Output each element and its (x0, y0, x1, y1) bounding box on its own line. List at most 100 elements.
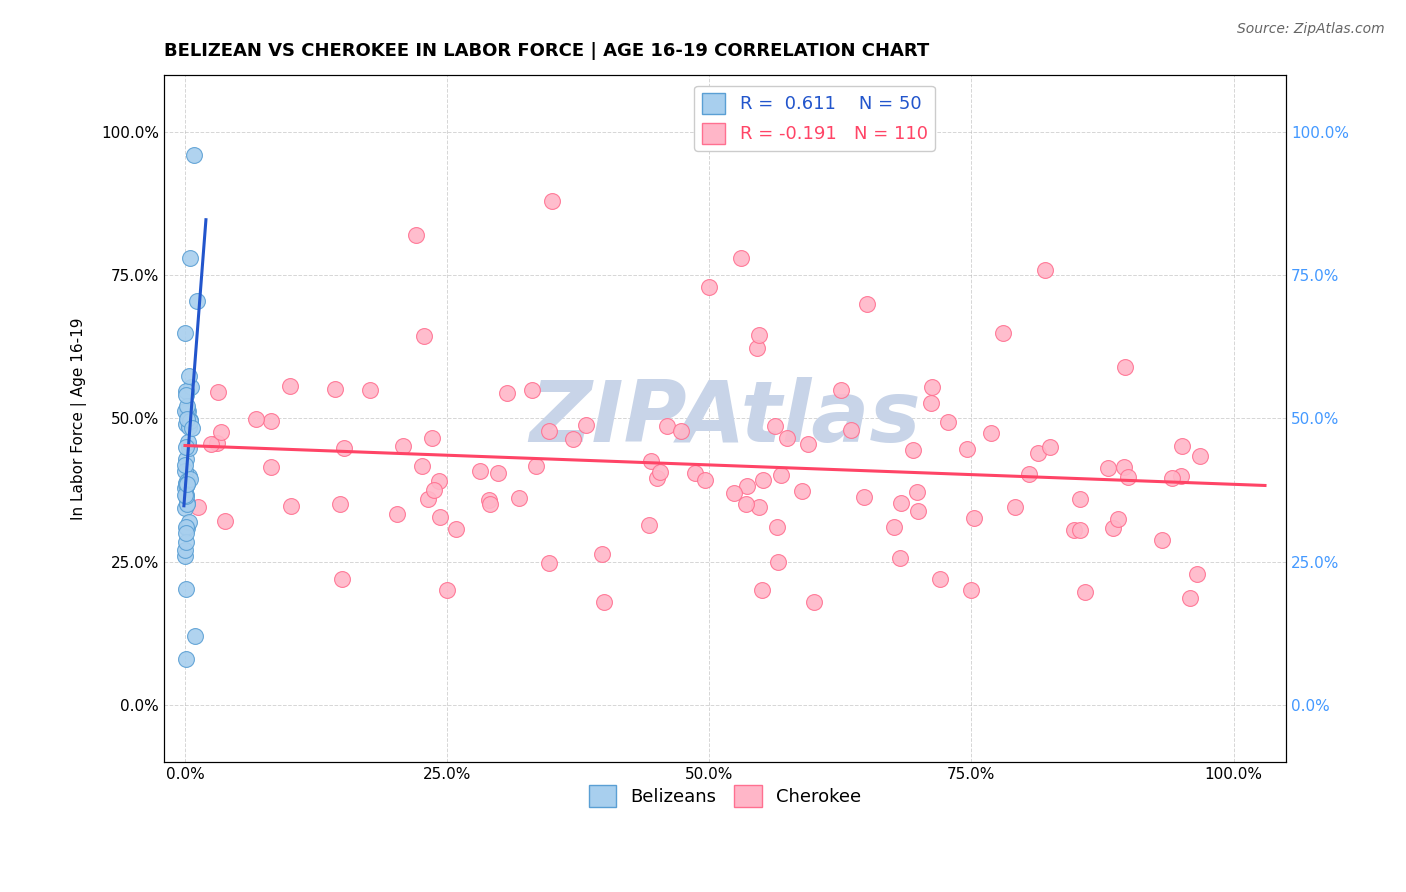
Point (751, 473, 773, 487)
Point (1069, 492, 1091, 507)
Point (853, 490, 876, 504)
Point (176, 475, 198, 489)
Point (960, 583, 983, 598)
Point (470, 464, 492, 478)
Point (751, 583, 773, 598)
Point (1114, 459, 1136, 474)
Point (174, 403, 197, 417)
Text: ZIPAtlas: ZIPAtlas (529, 377, 921, 460)
Point (763, 419, 786, 434)
Point (385, 508, 408, 522)
Point (486, 466, 509, 480)
Point (766, 555, 789, 569)
Point (174, 500, 197, 515)
Point (889, 550, 911, 565)
Point (183, 148, 205, 162)
Point (890, 496, 912, 510)
Point (683, 466, 706, 480)
Point (174, 477, 197, 491)
Point (174, 489, 197, 503)
Point (177, 515, 200, 529)
Point (174, 652, 197, 666)
Point (1063, 523, 1085, 537)
Point (1004, 500, 1026, 514)
Point (991, 326, 1014, 340)
Point (176, 402, 198, 417)
Point (174, 488, 197, 502)
Point (278, 378, 301, 392)
Point (176, 476, 198, 491)
Point (176, 412, 198, 426)
Text: Source: ZipAtlas.com: Source: ZipAtlas.com (1237, 22, 1385, 37)
Point (179, 413, 201, 427)
Point (176, 479, 198, 493)
Point (180, 379, 202, 393)
Point (830, 384, 852, 398)
Point (748, 500, 770, 514)
Point (478, 493, 501, 508)
Point (280, 499, 302, 513)
Point (444, 523, 467, 537)
Point (508, 491, 530, 505)
Point (179, 252, 201, 266)
Point (427, 475, 450, 489)
Point (329, 497, 352, 511)
Point (803, 594, 825, 608)
Point (770, 468, 793, 483)
Point (1150, 533, 1173, 548)
Point (176, 521, 198, 535)
Point (478, 498, 501, 512)
Point (855, 297, 877, 311)
Point (184, 629, 207, 643)
Point (537, 556, 560, 570)
Point (174, 326, 197, 340)
Point (177, 434, 200, 449)
Point (980, 426, 1002, 441)
Point (174, 481, 197, 495)
Point (330, 572, 353, 586)
Point (1018, 467, 1040, 482)
Point (179, 420, 201, 434)
Point (907, 503, 929, 517)
Point (648, 465, 671, 479)
Point (416, 491, 439, 506)
Point (920, 395, 942, 409)
Point (420, 431, 443, 445)
Point (1097, 461, 1119, 475)
Point (174, 526, 197, 541)
Point (174, 549, 197, 563)
Point (177, 469, 200, 483)
Point (1026, 446, 1049, 460)
Point (1069, 523, 1091, 537)
Point (181, 421, 204, 435)
Point (1185, 566, 1208, 581)
Point (765, 519, 787, 533)
Point (174, 458, 197, 472)
Point (1033, 262, 1056, 277)
Point (748, 328, 770, 343)
Point (562, 433, 585, 447)
Point (187, 500, 209, 514)
Point (176, 476, 198, 491)
Point (1170, 468, 1192, 483)
Point (207, 435, 229, 450)
Point (176, 440, 198, 454)
Point (177, 404, 200, 418)
Point (176, 498, 198, 512)
Point (176, 406, 198, 420)
Point (176, 496, 198, 510)
Point (730, 252, 752, 266)
Point (177, 369, 200, 384)
Point (176, 388, 198, 402)
Point (214, 515, 236, 529)
Point (209, 425, 232, 439)
Point (359, 384, 381, 398)
Point (538, 425, 561, 439)
Point (174, 464, 197, 478)
Point (747, 342, 769, 356)
Point (423, 483, 446, 497)
Point (921, 380, 943, 394)
Point (260, 414, 283, 428)
Point (1161, 471, 1184, 485)
Point (260, 460, 283, 475)
